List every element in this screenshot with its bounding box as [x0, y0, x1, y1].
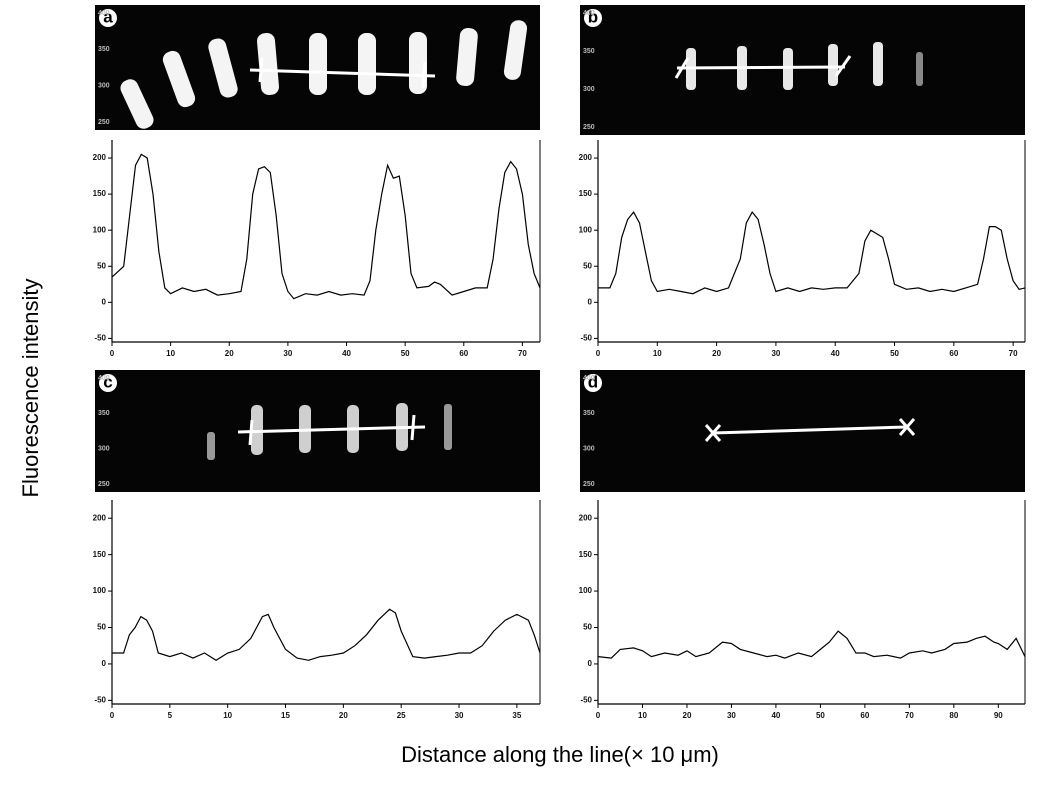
y-tick-label: 50: [583, 261, 592, 270]
image-tick-label: 300: [98, 83, 110, 90]
x-tick-label: 60: [860, 711, 869, 720]
panel-label: b: [588, 7, 598, 26]
image-tick-label: 400: [98, 10, 110, 17]
intensity-line: [597, 630, 1026, 659]
x-tick-label: 30: [283, 349, 292, 358]
x-tick-label: 70: [518, 349, 527, 358]
x-tick-label: 10: [638, 711, 647, 720]
y-tick-label: 100: [93, 225, 107, 234]
x-tick-label: 30: [771, 349, 780, 358]
x-tick-label: 20: [683, 711, 692, 720]
y-tick-label: -50: [94, 334, 106, 343]
micrograph-b: [580, 5, 1025, 135]
y-tick-label: 150: [579, 189, 593, 198]
image-tick-label: 400: [98, 375, 110, 382]
x-tick-label: 40: [771, 711, 780, 720]
micrograph-c: [95, 370, 540, 492]
x-tick-label: 40: [342, 349, 351, 358]
image-tick-label: 350: [98, 410, 110, 417]
y-tick-label: 50: [97, 623, 106, 632]
x-tick-label: 25: [397, 711, 406, 720]
y-tick-label: 50: [97, 261, 106, 270]
x-tick-label: 40: [831, 349, 840, 358]
x-tick-label: 5: [168, 711, 173, 720]
x-tick-label: 20: [712, 349, 721, 358]
y-axis-title: Fluorescence intensity: [18, 279, 43, 498]
x-tick-label: 70: [905, 711, 914, 720]
panel-badge: [99, 374, 117, 392]
intensity-line: [112, 608, 541, 662]
x-tick-label: 50: [401, 349, 410, 358]
x-tick-label: 20: [339, 711, 348, 720]
x-tick-label: 0: [596, 711, 601, 720]
image-tick-label: 250: [583, 481, 595, 488]
image-tick-label: 350: [583, 48, 595, 55]
x-tick-label: 10: [653, 349, 662, 358]
x-tick-label: 70: [1009, 349, 1018, 358]
x-tick-label: 35: [512, 711, 521, 720]
y-tick-label: 150: [579, 550, 593, 559]
x-tick-label: 10: [223, 711, 232, 720]
image-tick-label: 300: [98, 446, 110, 453]
x-tick-label: 0: [596, 349, 601, 358]
y-tick-label: 200: [93, 513, 107, 522]
image-tick-label: 250: [583, 124, 595, 131]
y-tick-label: 100: [93, 586, 107, 595]
x-axis-title: Distance along the line(× 10 μm): [401, 742, 719, 767]
x-tick-label: 15: [281, 711, 290, 720]
y-tick-label: 0: [102, 297, 107, 306]
panel-badge: [584, 9, 602, 27]
y-tick-label: 150: [93, 189, 107, 198]
y-tick-label: 50: [583, 623, 592, 632]
image-tick-label: 350: [583, 410, 595, 417]
image-tick-label: 300: [583, 446, 595, 453]
x-tick-label: 0: [110, 711, 115, 720]
x-tick-label: 0: [110, 349, 115, 358]
panel-badge: [584, 374, 602, 392]
y-tick-label: 0: [588, 659, 593, 668]
y-tick-label: 200: [579, 153, 593, 162]
y-tick-label: 200: [579, 513, 593, 522]
micrograph-d: [580, 370, 1025, 492]
y-tick-label: -50: [580, 695, 592, 704]
image-tick-label: 400: [583, 375, 595, 382]
micrograph-a: [95, 5, 540, 130]
x-tick-label: 60: [459, 349, 468, 358]
y-tick-label: 150: [93, 550, 107, 559]
x-tick-label: 30: [455, 711, 464, 720]
y-tick-label: 200: [93, 153, 107, 162]
intensity-line: [111, 153, 541, 300]
y-tick-label: -50: [94, 695, 106, 704]
image-tick-label: 300: [583, 86, 595, 93]
image-tick-label: 250: [98, 119, 110, 126]
x-tick-label: 90: [994, 711, 1003, 720]
y-tick-label: 0: [102, 659, 107, 668]
x-tick-label: 30: [727, 711, 736, 720]
panel-label: d: [588, 372, 598, 391]
x-tick-label: 50: [890, 349, 899, 358]
panel-label: a: [103, 7, 113, 26]
intensity-line: [598, 211, 1026, 295]
image-tick-label: 350: [98, 46, 110, 53]
x-tick-label: 50: [816, 711, 825, 720]
panel-label: c: [103, 372, 112, 391]
panel-badge: [99, 9, 117, 27]
x-tick-label: 60: [949, 349, 958, 358]
y-tick-label: -50: [580, 334, 592, 343]
x-tick-label: 20: [225, 349, 234, 358]
y-tick-label: 0: [588, 297, 593, 306]
y-tick-label: 100: [579, 225, 593, 234]
x-tick-label: 80: [949, 711, 958, 720]
image-tick-label: 400: [583, 10, 595, 17]
y-tick-label: 100: [579, 586, 593, 595]
image-tick-label: 250: [98, 481, 110, 488]
x-tick-label: 10: [166, 349, 175, 358]
